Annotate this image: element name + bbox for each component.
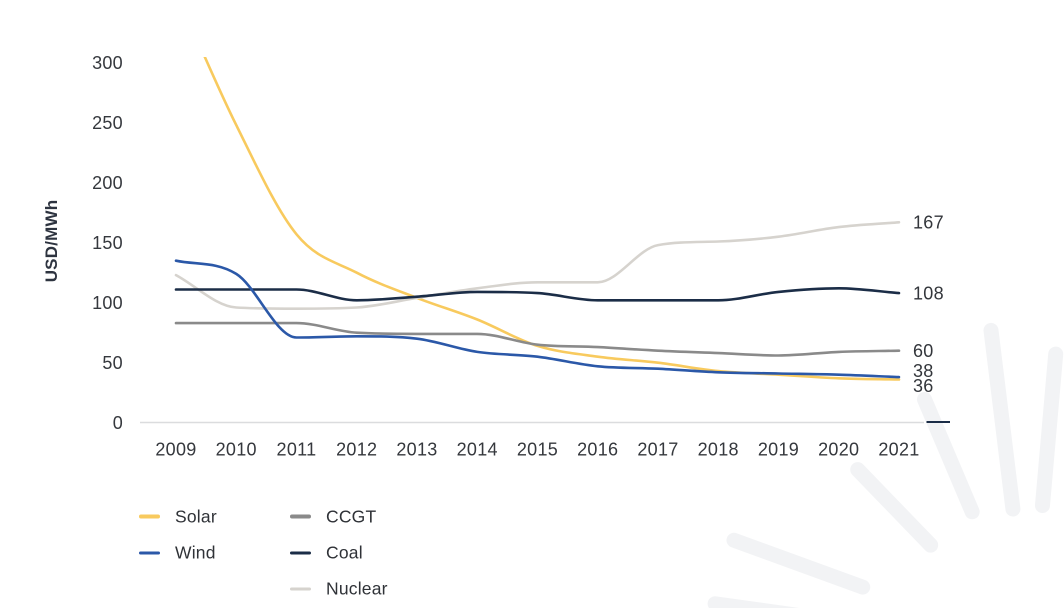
legend-swatch-ccgt	[290, 514, 311, 519]
x-tick-label-2011: 2011	[277, 440, 317, 460]
series-line-coal	[174, 287, 901, 302]
x-tick-label-2017: 2017	[637, 440, 678, 460]
x-tick-label-2021: 2021	[878, 440, 919, 460]
legend-item-solar: Solar	[139, 506, 217, 527]
y-tick-label-100: 100	[92, 293, 123, 313]
y-tick-label-50: 50	[102, 353, 123, 373]
series-line-wind	[174, 259, 901, 379]
y-tick-label-0: 0	[113, 413, 123, 433]
x-tick-label-2015: 2015	[517, 440, 558, 460]
watermark-ray	[850, 462, 939, 553]
y-axis-title: USD/MWh	[42, 199, 61, 283]
series-line-ccgt	[174, 321, 901, 357]
end-label-solar: 36	[913, 376, 934, 396]
legend-item-coal: Coal	[290, 542, 363, 563]
y-tick-label-250: 250	[92, 113, 123, 133]
legend-item-nuclear: Nuclear	[290, 579, 388, 600]
legend-swatch-nuclear	[290, 587, 311, 591]
end-label-ccgt: 60	[913, 341, 934, 361]
legend-swatch-wind	[139, 551, 160, 555]
legend-label-coal: Coal	[326, 542, 363, 563]
watermark-ray	[1034, 346, 1064, 514]
watermark-ray	[707, 596, 800, 608]
y-tick-label-200: 200	[92, 173, 123, 193]
x-tick-label-2013: 2013	[396, 440, 437, 460]
watermark-ray	[983, 322, 1021, 517]
watermark-ray	[917, 391, 980, 520]
legend-label-nuclear: Nuclear	[326, 578, 388, 599]
legend-label-ccgt: CCGT	[326, 506, 377, 526]
end-label-coal: 108	[913, 283, 944, 303]
x-tick-label-2014: 2014	[457, 440, 498, 460]
legend-swatch-coal	[290, 551, 311, 555]
x-tick-label-2019: 2019	[758, 440, 799, 460]
legend-swatch-solar	[139, 514, 160, 519]
legend-item-ccgt: CCGT	[290, 506, 376, 527]
watermark-ray	[726, 532, 871, 595]
legend-item-wind: Wind	[139, 542, 216, 563]
x-tick-label-2020: 2020	[818, 440, 859, 460]
x-tick-label-2012: 2012	[336, 440, 377, 460]
x-tick-label-2010: 2010	[216, 440, 257, 460]
legend-label-solar: Solar	[175, 506, 217, 526]
x-tick-label-2016: 2016	[577, 440, 618, 460]
y-tick-label-300: 300	[92, 53, 123, 73]
y-tick-label-150: 150	[92, 233, 123, 253]
series-line-nuclear	[174, 221, 901, 310]
sunburst-watermark	[707, 322, 1064, 608]
end-label-wind: 38	[913, 361, 934, 381]
x-tick-label-2009: 2009	[155, 440, 196, 460]
end-label-nuclear: 167	[913, 213, 944, 233]
legend-label-wind: Wind	[175, 542, 216, 563]
x-tick-label-2018: 2018	[698, 440, 739, 460]
